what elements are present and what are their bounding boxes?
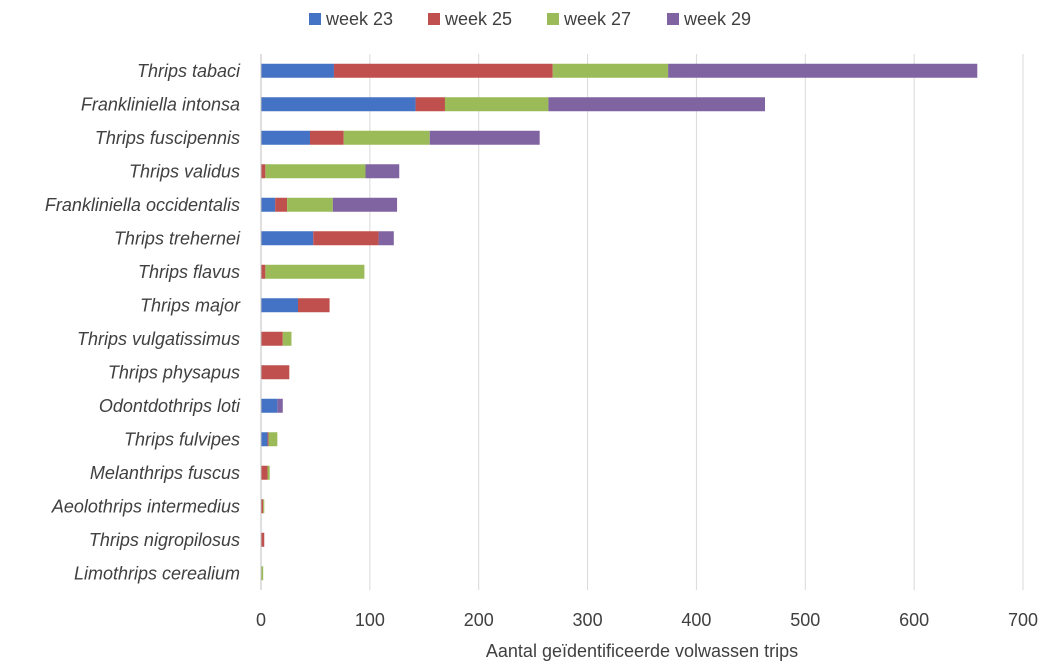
bar-thrips-fulvipes-week-23 — [261, 432, 268, 447]
bar-melanthrips-fuscus-week-25 — [261, 465, 268, 480]
x-tick-label: 400 — [681, 610, 711, 630]
bar-thrips-fuscipennis-week-25 — [309, 130, 344, 145]
bar-frankliniella-intonsa-week-29 — [548, 97, 766, 112]
bar-thrips-vulgatissimus-week-25 — [261, 331, 283, 346]
legend-swatch-week-23 — [309, 13, 321, 25]
category-label: Thrips physapus — [108, 362, 240, 382]
bar-thrips-fulvipes-week-25 — [267, 432, 269, 447]
category-label: Thrips validus — [129, 161, 240, 181]
category-label: Aeolothrips intermedius — [51, 496, 240, 516]
x-tick-label: 500 — [790, 610, 820, 630]
category-labels: Thrips tabaci Frankliniella intonsa Thrips… — [45, 61, 241, 584]
category-label: Thrips tabaci — [137, 61, 241, 81]
bar-aeolothrips-intermedius-week-27 — [263, 499, 265, 514]
x-axis: 0 100 200 300 400 500 600 700 — [256, 54, 1038, 630]
category-label: Thrips major — [140, 295, 241, 315]
category-label: Thrips trehernei — [114, 228, 241, 248]
bar-frankliniella-occidentalis-week-29 — [332, 197, 398, 212]
bar-thrips-flavus-week-27 — [265, 264, 365, 279]
bar-thrips-fuscipennis-week-27 — [343, 130, 430, 145]
bar-frankliniella-intonsa-week-23 — [261, 97, 416, 112]
category-label: Frankliniella occidentalis — [45, 195, 240, 215]
category-label: Limothrips cerealium — [74, 563, 240, 583]
legend: week 23 week 25 week 27 week 29 — [309, 9, 751, 29]
legend-label-week-27: week 27 — [563, 9, 631, 29]
x-tick-label: 200 — [464, 610, 494, 630]
category-label: Melanthrips fuscus — [90, 463, 240, 483]
bar-odontdothrips-loti-week-29 — [277, 398, 283, 413]
bar-thrips-trehernei-week-25 — [313, 231, 379, 246]
x-tick-label: 300 — [573, 610, 603, 630]
legend-swatch-week-27 — [547, 13, 559, 25]
bar-thrips-vulgatissimus-week-27 — [282, 331, 292, 346]
bar-thrips-major-week-23 — [261, 298, 299, 313]
legend-label-week-23: week 23 — [325, 9, 393, 29]
legend-label-week-25: week 25 — [444, 9, 512, 29]
x-tick-label: 0 — [256, 610, 266, 630]
category-label: Thrips fuscipennis — [95, 128, 240, 148]
bar-thrips-fulvipes-week-27 — [268, 432, 278, 447]
bar-thrips-trehernei-week-23 — [261, 231, 314, 246]
category-label: Odontdothrips loti — [99, 396, 241, 416]
bars — [261, 63, 978, 581]
bar-limothrips-cerealium-week-27 — [261, 566, 264, 581]
bar-thrips-validus-week-27 — [265, 164, 366, 179]
bar-odontdothrips-loti-week-23 — [261, 398, 278, 413]
bar-thrips-tabaci-week-23 — [261, 63, 334, 78]
x-tick-label: 700 — [1008, 610, 1038, 630]
bar-frankliniella-intonsa-week-25 — [415, 97, 445, 112]
bar-thrips-physapus-week-25 — [261, 365, 290, 380]
category-label: Thrips nigropilosus — [89, 530, 240, 550]
category-label: Thrips vulgatissimus — [77, 329, 240, 349]
bar-thrips-tabaci-week-29 — [668, 63, 978, 78]
bar-thrips-fuscipennis-week-23 — [261, 130, 310, 145]
bar-thrips-tabaci-week-27 — [552, 63, 669, 78]
bar-thrips-validus-week-25 — [261, 164, 266, 179]
x-tick-label: 600 — [899, 610, 929, 630]
category-label: Thrips flavus — [138, 262, 240, 282]
bar-frankliniella-occidentalis-week-23 — [261, 197, 276, 212]
bar-frankliniella-occidentalis-week-25 — [275, 197, 288, 212]
bar-thrips-nigropilosus-week-25 — [261, 532, 265, 547]
legend-swatch-week-29 — [667, 13, 679, 25]
category-label: Thrips fulvipes — [124, 429, 240, 449]
bar-thrips-trehernei-week-29 — [378, 231, 394, 246]
x-axis-title: Aantal geïdentificeerde volwassen trips — [486, 641, 798, 661]
bar-frankliniella-intonsa-week-27 — [444, 97, 549, 112]
category-label: Frankliniella intonsa — [81, 94, 240, 114]
bar-thrips-tabaci-week-25 — [333, 63, 553, 78]
bar-frankliniella-occidentalis-week-27 — [287, 197, 333, 212]
bar-thrips-fuscipennis-week-29 — [429, 130, 540, 145]
legend-swatch-week-25 — [428, 13, 440, 25]
bar-thrips-validus-week-29 — [365, 164, 400, 179]
bar-melanthrips-fuscus-week-27 — [267, 465, 270, 480]
x-tick-label: 100 — [355, 610, 385, 630]
bar-aeolothrips-intermedius-week-25 — [261, 499, 264, 514]
bar-thrips-major-week-25 — [298, 298, 330, 313]
legend-label-week-29: week 29 — [683, 9, 751, 29]
bar-thrips-flavus-week-25 — [261, 264, 266, 279]
